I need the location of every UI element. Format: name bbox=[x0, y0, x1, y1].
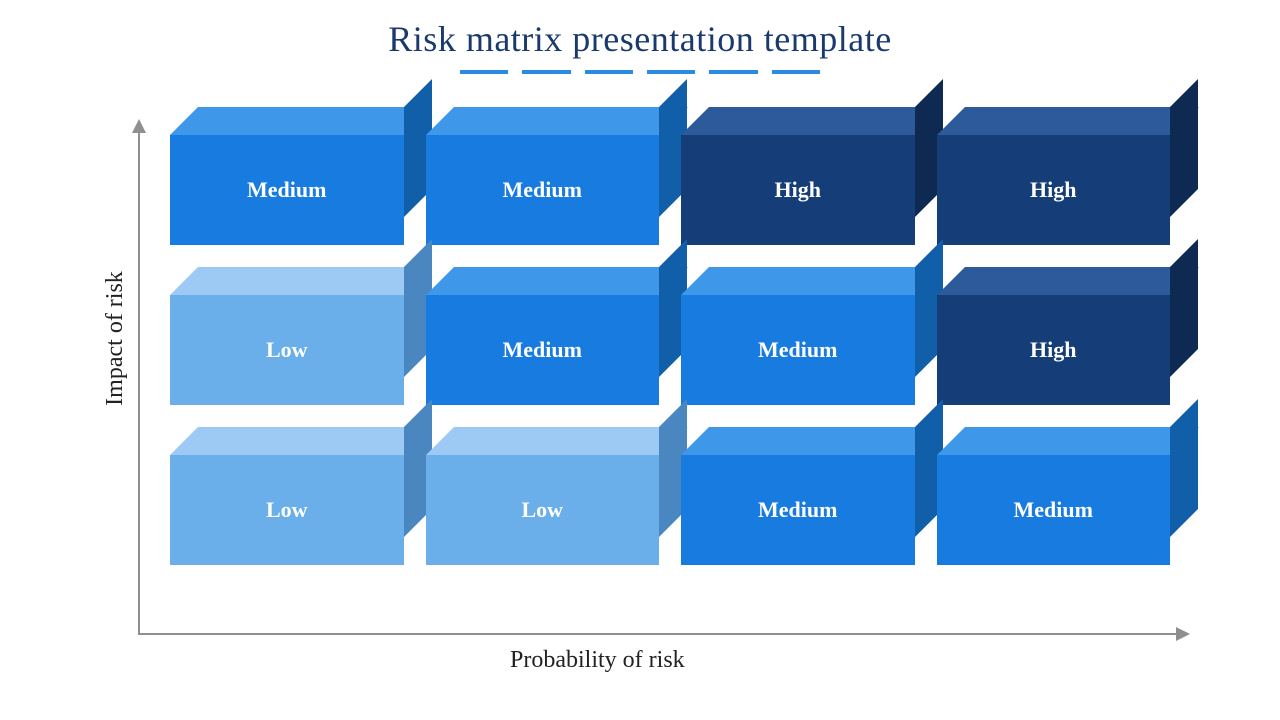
cell-label: Medium bbox=[758, 337, 837, 363]
cube-top-face bbox=[937, 107, 1199, 135]
cube-front-face: High bbox=[937, 135, 1171, 245]
cube-front-face: Medium bbox=[681, 295, 915, 405]
cube-front-face: Medium bbox=[937, 455, 1171, 565]
matrix-cell: Medium bbox=[937, 455, 1171, 565]
matrix-cell: Medium bbox=[426, 135, 660, 245]
cube-top-face bbox=[681, 107, 943, 135]
cell-label: Low bbox=[266, 497, 308, 523]
matrix-cell: Medium bbox=[681, 455, 915, 565]
page-title: Risk matrix presentation template bbox=[0, 18, 1280, 60]
cube-front-face: Medium bbox=[426, 135, 660, 245]
cell-label: Medium bbox=[1014, 497, 1093, 523]
cell-label: Medium bbox=[758, 497, 837, 523]
matrix-cell: Low bbox=[170, 295, 404, 405]
cube-front-face: Low bbox=[426, 455, 660, 565]
cube-side-face bbox=[1170, 239, 1198, 377]
cube-top-face bbox=[426, 267, 688, 295]
cell-label: High bbox=[775, 177, 821, 203]
cube-top-face bbox=[681, 427, 943, 455]
cube-top-face bbox=[937, 427, 1199, 455]
cube-front-face: High bbox=[681, 135, 915, 245]
cell-label: High bbox=[1030, 177, 1076, 203]
matrix-grid: Medium Medium High High Low Medium Medium High L… bbox=[170, 135, 1170, 565]
cube-side-face bbox=[1170, 79, 1198, 217]
x-axis-line bbox=[138, 633, 1182, 635]
cell-label: Medium bbox=[247, 177, 326, 203]
cube-top-face bbox=[426, 427, 688, 455]
cube-top-face bbox=[937, 267, 1199, 295]
cube-top-face bbox=[170, 107, 432, 135]
cell-label: High bbox=[1030, 337, 1076, 363]
cube-top-face bbox=[426, 107, 688, 135]
cell-label: Low bbox=[266, 337, 308, 363]
matrix-cell: Low bbox=[170, 455, 404, 565]
cell-label: Medium bbox=[503, 177, 582, 203]
x-axis-arrow-icon bbox=[1176, 627, 1190, 641]
cube-front-face: Medium bbox=[426, 295, 660, 405]
matrix-cell: Low bbox=[426, 455, 660, 565]
matrix-cell: Medium bbox=[170, 135, 404, 245]
cube-side-face bbox=[1170, 399, 1198, 537]
matrix-cell: High bbox=[681, 135, 915, 245]
x-axis-label: Probability of risk bbox=[510, 647, 685, 674]
cube-front-face: Low bbox=[170, 295, 404, 405]
cube-front-face: Medium bbox=[170, 135, 404, 245]
cube-top-face bbox=[170, 267, 432, 295]
risk-matrix-chart: Impact of risk Probability of risk Mediu… bbox=[110, 125, 1210, 685]
matrix-cell: High bbox=[937, 295, 1171, 405]
title-underline bbox=[460, 70, 820, 74]
cube-front-face: Medium bbox=[681, 455, 915, 565]
cell-label: Low bbox=[521, 497, 563, 523]
cube-top-face bbox=[170, 427, 432, 455]
cube-front-face: High bbox=[937, 295, 1171, 405]
y-axis-label: Impact of risk bbox=[102, 271, 129, 406]
cell-label: Medium bbox=[503, 337, 582, 363]
y-axis-arrow-icon bbox=[132, 119, 146, 133]
cube-top-face bbox=[681, 267, 943, 295]
cube-front-face: Low bbox=[170, 455, 404, 565]
matrix-cell: Medium bbox=[681, 295, 915, 405]
matrix-cell: Medium bbox=[426, 295, 660, 405]
title-block: Risk matrix presentation template bbox=[0, 0, 1280, 74]
y-axis-line bbox=[138, 125, 140, 635]
matrix-cell: High bbox=[937, 135, 1171, 245]
